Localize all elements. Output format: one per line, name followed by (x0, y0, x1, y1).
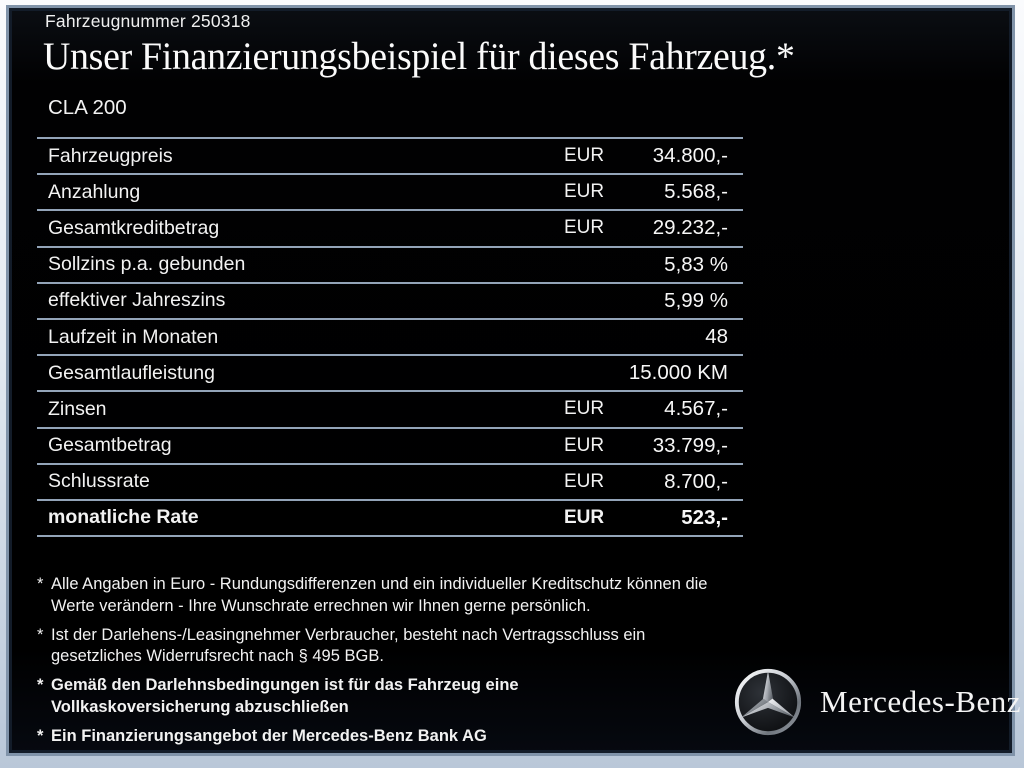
financing-table: Fahrzeugpreis EUR 34.800,- Anzahlung EUR… (37, 137, 743, 538)
brand-area: Mercedes-Benz (733, 667, 1021, 737)
vehicle-model: CLA 200 (48, 96, 127, 119)
asterisk-marker: * (37, 676, 44, 695)
row-currency: EUR (564, 506, 605, 528)
row-value: 34.800,- (652, 144, 728, 168)
footnotes: * Alle Angaben in Euro - Rundungsdiffere… (37, 574, 753, 754)
row-currency: EUR (564, 398, 605, 420)
footnote-vollkasko: * Gemäß den Darlehnsbedingungen ist für … (37, 675, 753, 719)
row-value: 5,83 % (664, 252, 728, 276)
asterisk-marker: * (37, 625, 44, 644)
table-row-zinsen: Zinsen EUR 4.567,- (37, 390, 743, 426)
table-row-gesamtlaufleistung: Gesamtlaufleistung 15.000 KM (37, 354, 743, 390)
row-value: 48 (705, 325, 728, 349)
page-title: Unser Finanzierungsbeispiel für dieses F… (43, 35, 795, 78)
asterisk-marker: * (37, 575, 44, 593)
asterisk-marker: * (37, 726, 44, 745)
table-row-schlussrate: Schlussrate EUR 8.700,- (37, 462, 743, 499)
brand-wordmark: Mercedes-Benz (820, 684, 1022, 719)
row-label: Gesamtlaufleistung (48, 361, 215, 384)
row-currency: EUR (564, 181, 605, 203)
row-label: Laufzeit in Monaten (48, 325, 219, 348)
vehicle-number: Fahrzeugnummer 250318 (45, 11, 251, 31)
row-value: 33.799,- (652, 433, 728, 457)
row-label: effektiver Jahreszins (48, 289, 226, 312)
footnote-text: Gemäß den Darlehnsbedingungen ist für da… (51, 676, 519, 716)
footnote-bank: * Ein Finanzierungsangebot der Mercedes-… (37, 726, 753, 748)
mercedes-star-icon (734, 668, 802, 736)
row-label: Fahrzeugpreis (48, 144, 173, 167)
table-row-laufzeit: Laufzeit in Monaten 48 (37, 317, 743, 354)
row-value: 8.700,- (664, 469, 728, 493)
footnote-widerrufsrecht: * Ist der Darlehens-/Leasingnehmer Verbr… (37, 625, 753, 669)
table-row-sollzins: Sollzins p.a. gebunden 5,83 % (37, 245, 743, 282)
table-row-anzahlung: Anzahlung EUR 5.568,- (37, 173, 743, 209)
row-label: Anzahlung (48, 180, 141, 203)
row-label: Zinsen (48, 397, 107, 420)
row-currency: EUR (564, 434, 605, 456)
row-label: Gesamtkreditbetrag (48, 216, 220, 239)
row-value: 29.232,- (652, 216, 728, 240)
row-value: 15.000 KM (628, 361, 728, 385)
table-row-fahrzeugpreis: Fahrzeugpreis EUR 34.800,- (37, 137, 743, 173)
row-value: 523,- (681, 505, 728, 529)
row-currency: EUR (564, 145, 605, 167)
table-row-gesamtbetrag: Gesamtbetrag EUR 33.799,- (37, 426, 743, 463)
row-value: 5,99 % (664, 288, 728, 312)
table-row-effektiver-jahreszins: effektiver Jahreszins 5,99 % (37, 281, 743, 318)
footnote-text: Ein Finanzierungsangebot der Mercedes-Be… (51, 726, 487, 745)
row-currency: EUR (564, 217, 605, 239)
row-value: 5.568,- (664, 180, 728, 204)
row-currency: EUR (564, 470, 605, 492)
table-row-monatliche-rate: monatliche Rate EUR 523,- (37, 498, 743, 535)
footnote-text: Ist der Darlehens-/Leasingnehmer Verbrau… (51, 625, 646, 666)
row-label: Sollzins p.a. gebunden (48, 253, 246, 276)
financing-sheet: Fahrzeugnummer 250318 Unser Finanzierung… (6, 5, 1021, 756)
footnote-rounding: * Alle Angaben in Euro - Rundungsdiffere… (37, 574, 753, 618)
row-label: Schlussrate (48, 470, 150, 493)
row-value: 4.567,- (664, 397, 728, 421)
table-row-gesamtkreditbetrag: Gesamtkreditbetrag EUR 29.232,- (37, 209, 743, 245)
footnote-text: Alle Angaben in Euro - Rundungsdifferenz… (51, 575, 708, 615)
row-label: monatliche Rate (48, 506, 199, 529)
row-label: Gesamtbetrag (48, 434, 172, 457)
